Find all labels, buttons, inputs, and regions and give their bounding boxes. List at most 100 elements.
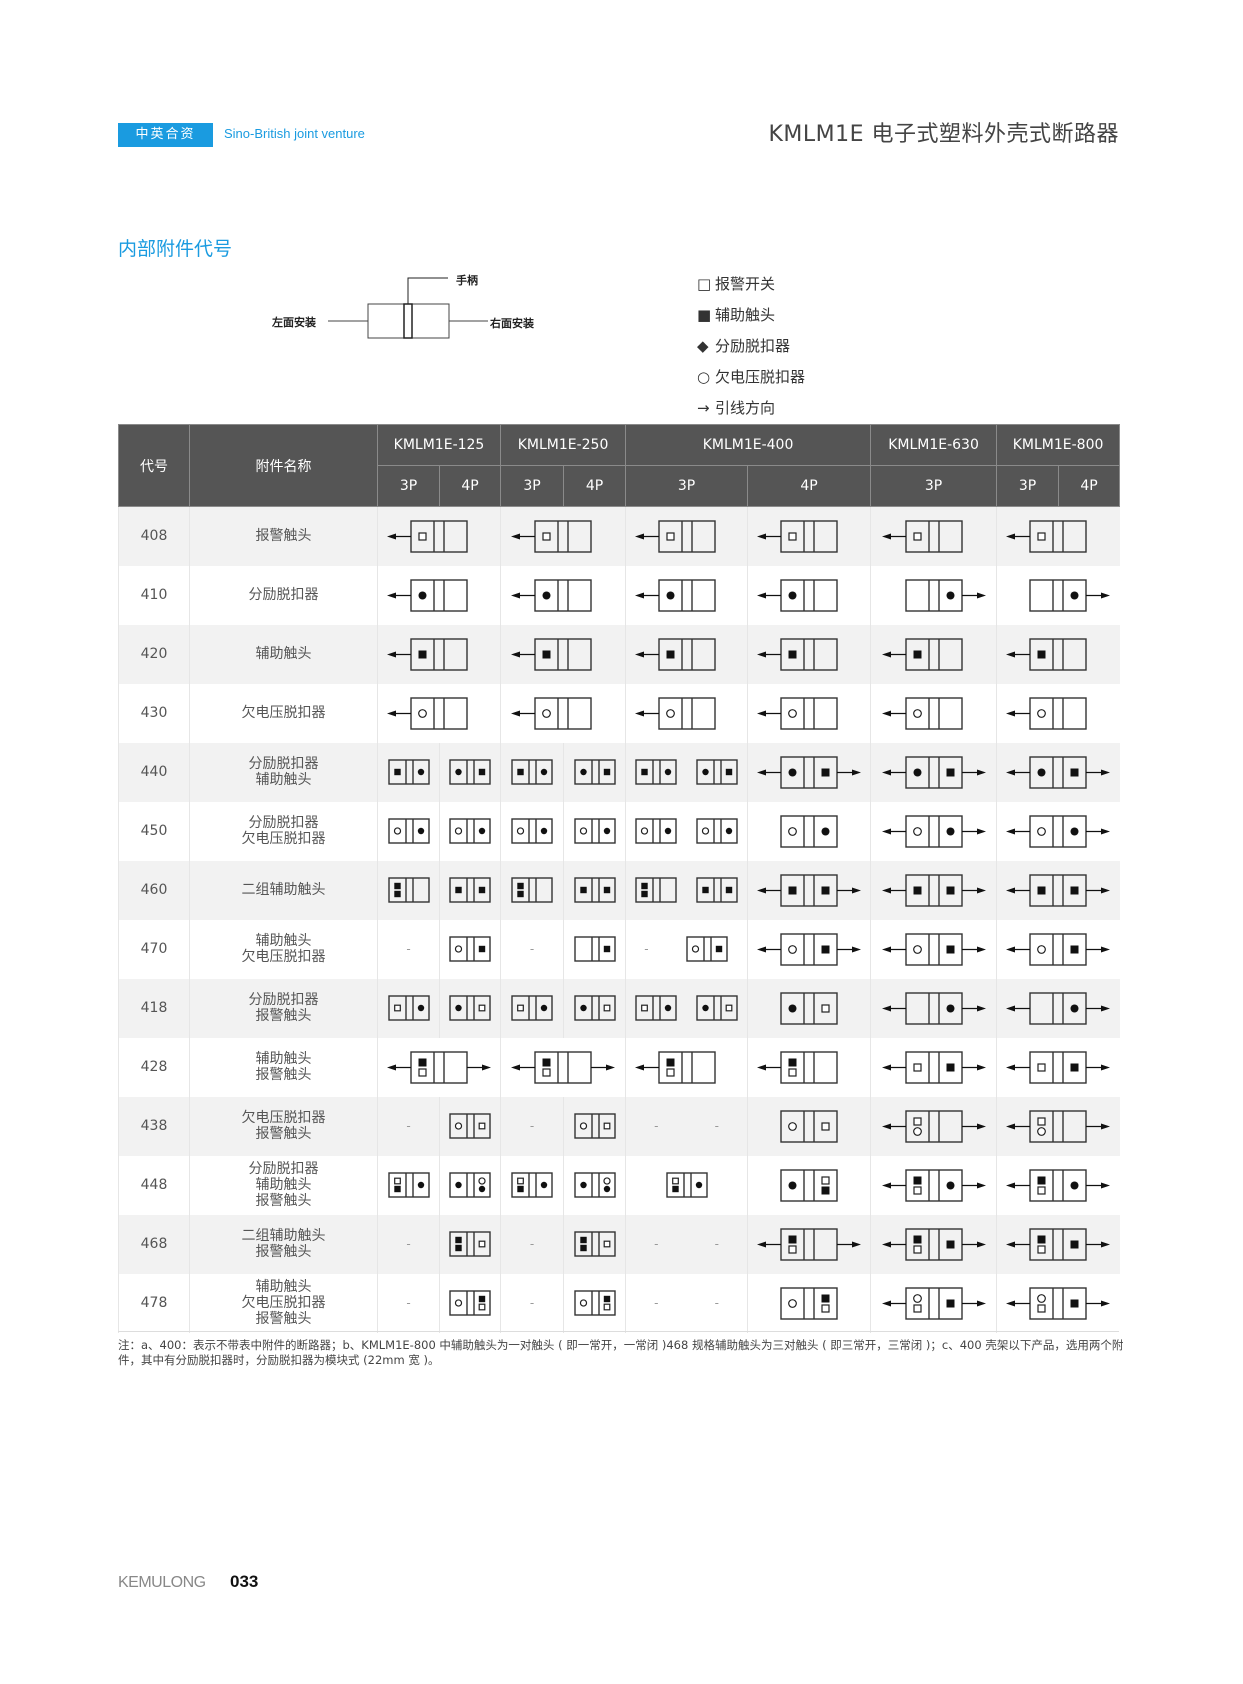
wiring-cell [500, 978, 564, 1038]
wiring-cell-content [626, 817, 747, 845]
column-header-poles: 3P [870, 465, 998, 507]
alarm-contact-icon [725, 1004, 733, 1012]
breaker-frame [696, 818, 738, 844]
breaker-frame [1029, 1109, 1087, 1143]
auxiliary-contact-icon [393, 1185, 401, 1193]
accessory-code: 430 [118, 683, 190, 743]
wiring-cell [563, 1214, 626, 1274]
alarm-contact-icon [821, 1303, 830, 1313]
wiring-cell: - [500, 919, 564, 979]
accessory-diagram-compact [511, 759, 553, 785]
undervoltage-release-icon [1037, 708, 1047, 718]
accessory-diagram [1006, 637, 1087, 671]
undervoltage-release-icon [1037, 1293, 1047, 1303]
arrowhead-icon [757, 533, 767, 540]
accessory-name-line: 分励脱扣器 [248, 815, 319, 831]
wiring-cell-content [501, 1171, 563, 1199]
arrowhead-icon [757, 1064, 767, 1070]
accessory-name-line: 报警触头 [255, 528, 312, 545]
alarm-contact-icon [418, 532, 427, 541]
undervoltage-release-icon [516, 827, 525, 835]
accessory-diagram-compact [449, 1113, 491, 1139]
accessory-diagram [904, 578, 986, 612]
wiring-cell [625, 742, 748, 802]
arrowhead-icon [881, 1064, 891, 1070]
shunt-release-icon [702, 1004, 709, 1012]
arrowhead-icon [1101, 1005, 1111, 1011]
auxiliary-contact-icon [393, 890, 401, 898]
accessory-code: 418 [118, 978, 190, 1038]
column-header-poles: 4P [563, 465, 627, 507]
accessory-name: 辅助触头 欠电压脱扣器 报警触头 [189, 1273, 378, 1333]
not-available-dash: - [406, 1296, 411, 1310]
table-row: 460 二组辅助触头 [118, 860, 1120, 920]
column-header-model: KMLM1E-250 [500, 424, 627, 466]
wiring-cell [500, 860, 564, 920]
legend-label: 分励脱扣器 [715, 337, 791, 355]
undervoltage-release-icon [788, 1298, 797, 1308]
auxiliary-contact-icon [913, 1235, 922, 1243]
wiring-cell [870, 506, 997, 566]
not-available-dash: - [529, 1237, 535, 1251]
wiring-cell [438, 978, 501, 1038]
accessory-code: 450 [118, 801, 190, 861]
accessory-diagram-compact [387, 877, 430, 903]
wiring-cell-content [564, 758, 625, 786]
table-row: 408 报警触头 [118, 506, 1120, 566]
handle-label: 手柄 [456, 274, 478, 287]
accessory-diagram-compact [573, 1113, 616, 1139]
accessory-diagram [757, 755, 862, 789]
alarm-contact-icon [517, 1177, 524, 1185]
wiring-cell-content: -- [626, 1296, 747, 1310]
accessory-diagram-compact [573, 877, 616, 903]
breaker-frame [449, 1290, 491, 1316]
undervoltage-release-icon [454, 827, 463, 835]
accessory-diagram [881, 991, 986, 1025]
undervoltage-release-icon [418, 708, 427, 718]
accessory-diagram-compact [449, 995, 491, 1021]
auxiliary-contact-icon [1037, 1235, 1046, 1243]
wiring-cell-content [501, 519, 625, 554]
auxiliary-contact-icon [418, 1058, 427, 1066]
arrowhead-icon [511, 533, 521, 540]
wiring-cell-content: -- [626, 1237, 747, 1251]
accessory-diagram [757, 873, 862, 907]
breaker-frame [573, 1172, 616, 1198]
wiring-cell-content [997, 1286, 1120, 1321]
arrowhead-icon [852, 769, 862, 775]
shunt-release-icon [946, 591, 955, 599]
wiring-cell [996, 801, 1120, 861]
accessory-diagram-compact [387, 818, 430, 844]
section-title: 内部附件代号 [118, 238, 233, 260]
auxiliary-contact-icon [1037, 1176, 1046, 1184]
arrowhead-icon [1101, 769, 1111, 775]
auxiliary-contact-icon [1070, 1063, 1079, 1071]
accessory-name: 分励脱扣器 辅助触头 [189, 742, 378, 802]
accessory-diagram-compact [573, 995, 616, 1021]
auxiliary-contact-icon [666, 650, 675, 658]
accessory-diagram [881, 1168, 986, 1202]
accessory-diagram [757, 578, 838, 612]
alarm-contact-icon [665, 1067, 675, 1077]
arrowhead-icon [881, 1123, 891, 1129]
breaker-frame [635, 877, 677, 903]
arrowhead-icon [1006, 651, 1016, 657]
arrowhead-icon [1101, 1241, 1111, 1247]
alarm-contact-icon [603, 1303, 610, 1311]
alarm-contact-icon [912, 1116, 922, 1126]
wiring-cell-content: - [501, 1237, 563, 1251]
breaker-frame [387, 1172, 430, 1198]
wiring-cell-content [440, 1230, 500, 1258]
column-header-model: KMLM1E-800 [996, 424, 1121, 466]
accessory-diagram [1006, 873, 1111, 907]
wiring-cell [996, 1155, 1120, 1215]
undervoltage-release-icon [602, 1177, 611, 1185]
arrowhead-icon [757, 769, 767, 775]
alarm-contact-icon [821, 1003, 830, 1013]
shunt-release-icon [821, 827, 830, 835]
wiring-cell: - [377, 1096, 440, 1156]
accessory-diagram-compact [387, 759, 430, 785]
auxiliary-contact-icon [641, 768, 648, 776]
arrowhead-icon [1006, 1182, 1016, 1188]
wiring-cell [996, 978, 1120, 1038]
